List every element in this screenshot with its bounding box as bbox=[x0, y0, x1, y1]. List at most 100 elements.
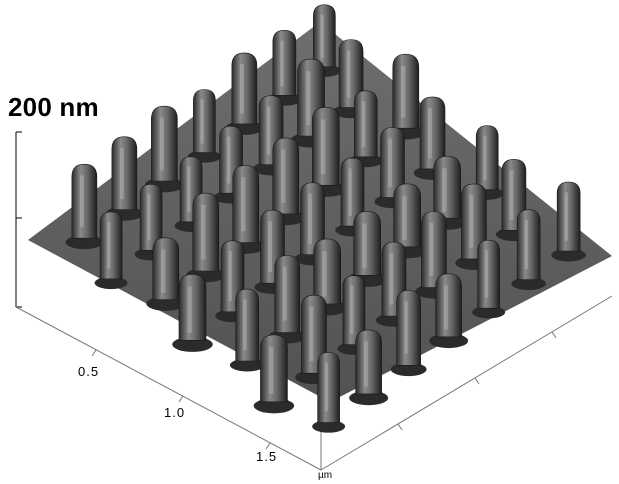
pillar-body bbox=[317, 352, 340, 423]
pillar-highlight bbox=[524, 219, 529, 269]
pillar-highlight bbox=[401, 65, 406, 118]
pillar-highlight bbox=[443, 285, 449, 330]
pillar-body bbox=[380, 127, 405, 198]
nanopillar bbox=[429, 273, 469, 349]
axis-tick-1-0: 1.0 bbox=[164, 405, 186, 420]
pillar-highlight bbox=[226, 136, 231, 184]
pillar-base bbox=[429, 333, 469, 349]
pillar-body bbox=[433, 155, 462, 219]
pillar-highlight bbox=[241, 177, 246, 232]
pillar-highlight bbox=[306, 71, 311, 126]
pillar-body bbox=[419, 96, 446, 170]
pillar-body bbox=[396, 290, 421, 366]
pillar-highlight bbox=[320, 14, 324, 59]
pillar-highlight bbox=[363, 341, 369, 387]
pillar-highlight bbox=[349, 285, 354, 334]
pillar-highlight bbox=[187, 166, 191, 213]
pillar-body bbox=[139, 184, 163, 251]
pillar-highlight bbox=[107, 221, 111, 269]
nanopillar bbox=[312, 352, 346, 433]
pillar-body bbox=[301, 294, 327, 374]
pillar-highlight bbox=[79, 175, 84, 228]
nanopillar bbox=[472, 239, 506, 319]
pillar-body bbox=[477, 239, 500, 309]
pillar-body bbox=[461, 183, 487, 260]
pillar-body bbox=[192, 192, 220, 272]
pillar-highlight bbox=[428, 108, 432, 159]
pillar-body bbox=[260, 334, 288, 403]
pillar-highlight bbox=[509, 170, 514, 220]
pillar-body bbox=[311, 107, 340, 186]
pillar-highlight bbox=[389, 252, 394, 305]
pillar-highlight bbox=[320, 119, 326, 175]
nanopillar bbox=[105, 136, 144, 221]
nanopillar bbox=[172, 274, 213, 352]
pillar-body bbox=[338, 39, 364, 108]
nanopillar bbox=[390, 290, 427, 377]
nanopillar bbox=[253, 334, 295, 414]
pillar-highlight bbox=[483, 135, 487, 181]
axis-unit-label: µm bbox=[318, 470, 333, 481]
pillar-highlight bbox=[308, 193, 313, 244]
pillar-body bbox=[353, 90, 378, 158]
pillar-body bbox=[313, 4, 336, 68]
axis-tick-0-5: 0.5 bbox=[78, 364, 100, 379]
pillar-highlight bbox=[404, 301, 409, 354]
pillar-base bbox=[551, 248, 586, 262]
z-scale-label: 200 nm bbox=[8, 92, 99, 122]
pillar-base bbox=[511, 277, 546, 291]
pillar-body bbox=[342, 275, 366, 345]
pillar-highlight bbox=[402, 195, 407, 241]
pillar-base bbox=[349, 390, 389, 406]
pillar-highlight bbox=[484, 250, 489, 298]
pillar-base bbox=[146, 296, 186, 311]
nanopillar bbox=[511, 209, 546, 291]
nanopillar bbox=[225, 52, 264, 135]
nanopillar-array bbox=[65, 4, 586, 433]
pillar-highlight bbox=[161, 249, 166, 293]
pillar-highlight bbox=[309, 306, 314, 362]
pillar-highlight bbox=[281, 149, 286, 203]
nanopillar bbox=[229, 288, 265, 372]
pillar-highlight bbox=[239, 64, 244, 114]
pillar-body bbox=[475, 125, 499, 190]
base-axes bbox=[15, 295, 613, 471]
pillar-base bbox=[472, 306, 506, 319]
pillar-base bbox=[390, 362, 427, 377]
pillar-highlight bbox=[280, 40, 284, 87]
pillar-body bbox=[235, 288, 260, 362]
pillar-body bbox=[231, 52, 258, 125]
pillar-highlight bbox=[564, 192, 569, 241]
pillar-highlight bbox=[361, 101, 366, 148]
z-axis bbox=[15, 131, 22, 308]
pillar-base bbox=[312, 420, 346, 433]
pillar-body bbox=[193, 89, 216, 153]
pillar-body bbox=[556, 181, 581, 252]
pillar-body bbox=[272, 137, 300, 215]
pillar-highlight bbox=[324, 362, 329, 412]
pillar-body bbox=[313, 238, 342, 305]
pillar-highlight bbox=[269, 346, 274, 394]
pillar-highlight bbox=[200, 99, 204, 144]
pillar-body bbox=[435, 273, 462, 338]
pillar-body bbox=[355, 329, 382, 395]
pillar-highlight bbox=[268, 221, 273, 273]
pillar-base bbox=[229, 358, 265, 372]
pillar-body bbox=[272, 30, 297, 96]
pillar-body bbox=[178, 274, 207, 341]
pillar-body bbox=[393, 183, 422, 248]
nanopillar bbox=[65, 163, 104, 250]
pillar-highlight bbox=[469, 195, 474, 248]
pillar-highlight bbox=[442, 168, 447, 212]
pillar-highlight bbox=[348, 168, 353, 217]
nanopillar bbox=[551, 181, 586, 262]
pillar-body bbox=[274, 255, 301, 333]
pillar-highlight bbox=[147, 194, 151, 241]
nanopillar bbox=[267, 30, 302, 106]
axis-tick-1-5: 1.5 bbox=[256, 449, 278, 464]
pillar-body bbox=[99, 211, 123, 280]
pillar-body bbox=[392, 53, 420, 129]
pillar-body bbox=[353, 211, 382, 276]
pillar-highlight bbox=[228, 251, 233, 301]
